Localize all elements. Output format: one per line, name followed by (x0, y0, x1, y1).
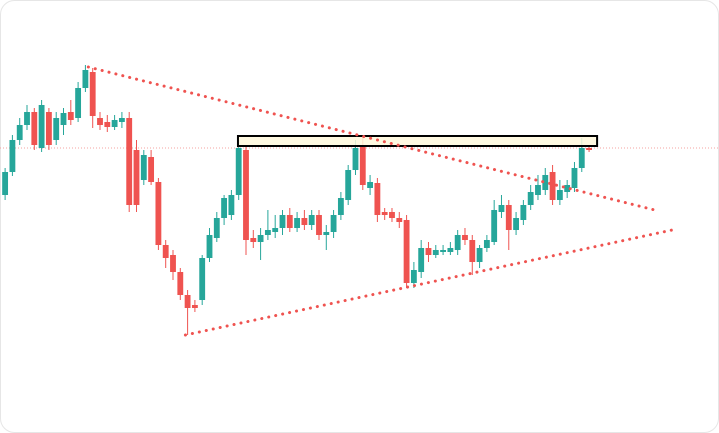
candle-body (118, 118, 125, 122)
candle-body (337, 198, 344, 215)
candle-body (111, 120, 118, 127)
candle-body (155, 182, 162, 245)
candle-body (454, 235, 461, 250)
candle-body (396, 218, 403, 222)
candle-body (264, 230, 271, 235)
candle-body (352, 148, 359, 170)
candle-body (520, 205, 527, 220)
candle-body (140, 155, 147, 180)
candle-body (476, 248, 483, 262)
candle-body (527, 192, 534, 205)
candle-body (243, 150, 249, 240)
candle-body (60, 113, 67, 125)
candle-body (272, 228, 279, 232)
candle-body (403, 220, 410, 283)
candle-body (184, 295, 191, 308)
candle-body (38, 105, 45, 148)
candle-body (483, 240, 490, 248)
candle-body (177, 272, 184, 295)
candle-body (535, 185, 541, 195)
candle-body (206, 235, 213, 258)
candle-body (221, 198, 228, 218)
candle-body (330, 215, 337, 232)
trendline (86, 65, 657, 212)
trendline (183, 228, 674, 337)
candle-body (148, 157, 155, 182)
candle-body (316, 215, 322, 235)
candle-body (2, 172, 9, 195)
candle-body (447, 248, 454, 252)
candle-body (250, 238, 257, 242)
candle-body (89, 72, 96, 116)
candle-body (367, 182, 374, 188)
candle-body (301, 218, 308, 225)
candle-body (45, 112, 52, 145)
candle-body (374, 183, 381, 215)
candle-body (308, 215, 315, 225)
candle-body (9, 140, 16, 172)
candle-body (462, 235, 468, 240)
candle-body (549, 172, 556, 200)
candle-body (432, 250, 439, 255)
candle-body (542, 175, 549, 190)
candle-body (257, 235, 264, 242)
candle-body (359, 145, 366, 185)
candle-body (513, 218, 519, 230)
candle-body (564, 185, 571, 192)
candle-body (67, 112, 74, 120)
candle-body (586, 148, 592, 150)
resistance-zone (236, 135, 599, 147)
candle-body (97, 118, 103, 125)
candle-body (213, 218, 220, 238)
candle-body (498, 205, 505, 212)
candle-body (191, 305, 198, 308)
candle-body (82, 70, 89, 88)
candle-body (323, 232, 330, 235)
candle-body (505, 205, 512, 230)
candle-body (53, 118, 60, 140)
candle-body (75, 88, 82, 118)
candle-body (469, 240, 476, 262)
candle-body (410, 270, 417, 283)
candle-body (440, 250, 446, 252)
candle-body (556, 190, 563, 200)
candle-body (24, 112, 30, 125)
candle-body (133, 150, 140, 205)
candle-body (294, 218, 301, 228)
candle-body (345, 170, 352, 200)
candle-body (578, 148, 585, 168)
candle-body (418, 248, 425, 272)
candle-body (31, 112, 38, 145)
candle-body (126, 118, 133, 205)
candle-body (228, 195, 235, 215)
candle-body (16, 125, 23, 140)
candle-body (104, 122, 111, 127)
candle-body (199, 258, 206, 300)
candle-body (425, 248, 432, 255)
candle-body (571, 168, 578, 188)
candle-body (162, 245, 169, 258)
candle-body (286, 215, 293, 228)
candle-body (235, 148, 242, 195)
candle-body (279, 215, 286, 228)
candle-body (170, 255, 176, 272)
candle-body (381, 212, 388, 215)
candle-body (389, 212, 395, 218)
candle-body (491, 210, 498, 242)
